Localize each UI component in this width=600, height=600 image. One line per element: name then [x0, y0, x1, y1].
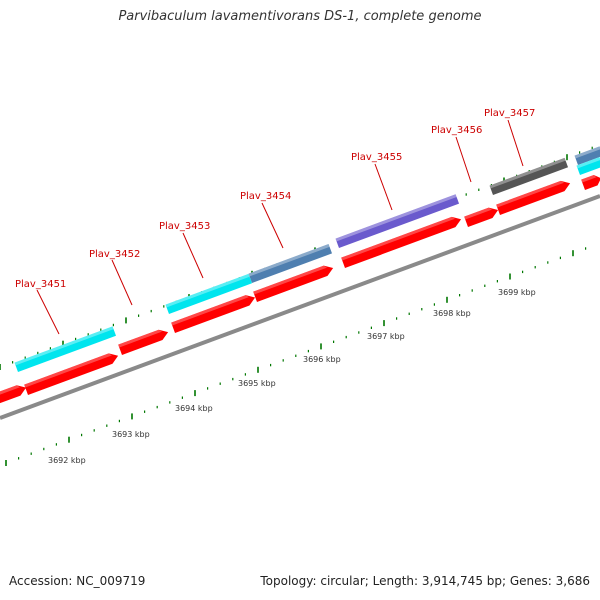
slateblue-feature-bar: [335, 194, 460, 248]
scale-label-layer: 3692 kbp 3693 kbp 3694 kbp 3695 kbp 3696 kbp…: [48, 288, 536, 465]
gene-label-3455: Plav_3455: [351, 152, 402, 163]
cds-arrow: [464, 207, 499, 227]
gray-feature-bar: [489, 157, 569, 195]
cds-arrow: [24, 353, 119, 395]
cyan-feature-bar: [165, 273, 253, 314]
gene-label-3457: Plav_3457: [484, 108, 535, 119]
cyan-feature-bar: [576, 157, 600, 175]
scale-label: 3697 kbp: [367, 332, 405, 341]
inner-tick-track: [5, 247, 587, 466]
gene-label-3452: Plav_3452: [89, 249, 140, 260]
cds-arrow: [581, 175, 600, 190]
label-leader-line: [111, 259, 133, 306]
cds-arrow: [0, 385, 27, 405]
scale-label: 3692 kbp: [48, 456, 86, 465]
cds-arrow: [118, 329, 169, 355]
cds-arrow: [341, 216, 462, 268]
scale-label: 3698 kbp: [433, 309, 471, 318]
steelblue-feature-bar: [574, 146, 600, 165]
genome-backbone: [0, 194, 600, 420]
feature-track: [14, 146, 600, 372]
map-title: Parvibaculum lavamentivorans DS-1, compl…: [118, 9, 482, 24]
gene-label-layer: Plav_3451 Plav_3452 Plav_3453 Plav_3454 Plav…: [15, 108, 535, 335]
label-leader-line: [507, 119, 524, 167]
cds-arrow: [171, 295, 256, 333]
label-leader-line: [455, 136, 472, 183]
cds-arrow: [253, 265, 334, 302]
gene-label-3456: Plav_3456: [431, 125, 482, 136]
scale-label: 3695 kbp: [238, 379, 276, 388]
label-leader-line: [374, 163, 393, 211]
gene-label-3453: Plav_3453: [159, 221, 210, 232]
scale-label: 3693 kbp: [112, 430, 150, 439]
gene-label-3451: Plav_3451: [15, 279, 66, 290]
label-leader-line: [261, 202, 284, 249]
cyan-feature-bar: [14, 326, 117, 372]
scale-label: 3696 kbp: [303, 355, 341, 364]
cds-arrow: [496, 180, 571, 215]
label-leader-line: [36, 289, 60, 335]
accession-text: Accession: NC_009719: [9, 574, 146, 588]
label-leader-line: [182, 232, 204, 279]
gene-label-3454: Plav_3454: [240, 191, 291, 202]
scale-label: 3699 kbp: [498, 288, 536, 297]
cds-track: [0, 175, 600, 405]
steelblue-feature-bar: [248, 244, 333, 283]
genome-summary-text: Topology: circular; Length: 3,914,745 bp…: [260, 574, 590, 588]
scale-label: 3694 kbp: [175, 404, 213, 413]
